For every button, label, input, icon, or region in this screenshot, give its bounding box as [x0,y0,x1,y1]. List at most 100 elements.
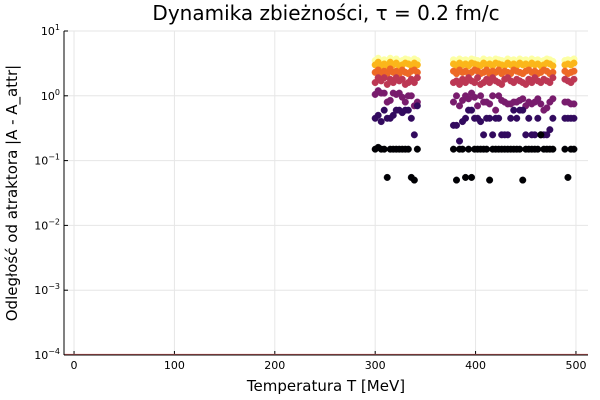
data-point [507,114,515,122]
data-point [380,145,388,153]
data-point [401,98,409,106]
data-point [570,75,578,83]
y-tick-exponent: 0 [55,88,60,97]
x-tick-label: 200 [264,359,285,372]
x-tick-labels: 0 100 200 300 400 500 [71,359,587,372]
data-point [383,173,391,181]
data-point [492,106,500,114]
data-point [498,80,506,88]
data-point [407,92,415,100]
data-point [413,74,421,82]
data-point [462,173,470,181]
y-tick-exponent: −1 [48,153,60,162]
data-point [489,92,497,100]
data-point [534,114,542,122]
data-point [380,106,388,114]
data-point [477,92,485,100]
data-point [510,106,518,114]
data-point [504,131,512,139]
data-point [486,100,494,108]
data-point [407,114,415,122]
data-point [452,176,460,184]
y-tick-label: 10−2 [34,217,60,232]
x-tick-label: 100 [164,359,185,372]
data-point [495,114,503,122]
data-point [386,96,394,104]
data-point [549,145,557,153]
data-point [537,131,545,139]
x-tick-label: 500 [565,359,586,372]
data-point [449,98,457,106]
data-point [456,137,464,145]
points-layer [371,54,578,184]
data-point [543,104,551,112]
data-point [389,111,397,119]
data-point [468,173,476,181]
data-point [404,106,412,114]
data-point [549,74,557,82]
data-point [452,92,460,100]
y-axis-label: Odległość od atraktora |A - A_attr| [3,65,22,322]
x-axis-label: Temperatura T [MeV] [246,377,405,395]
data-point [522,131,530,139]
data-point [410,131,418,139]
data-point [570,59,578,67]
data-point [549,114,557,122]
data-point [519,95,527,103]
data-point [570,114,578,122]
data-point [519,176,527,184]
data-point [534,95,542,103]
data-point [398,75,406,83]
data-point [410,176,418,184]
data-point [374,111,382,119]
y-tick-exponent: 1 [55,23,60,32]
y-tick-exponent: −4 [48,347,60,356]
data-point [486,114,494,122]
y-tick-label: 10−3 [34,282,60,297]
y-tick-base: 10 [34,155,48,168]
data-point [471,93,479,101]
data-point [459,145,467,153]
data-point [404,145,412,153]
data-point [465,145,473,153]
data-point [570,145,578,153]
data-point [564,173,572,181]
data-point [534,145,542,153]
data-point [413,145,421,153]
data-point [489,131,497,139]
data-point [519,106,527,114]
data-point [456,102,464,110]
y-tick-base: 10 [34,349,48,362]
axes-layer [63,31,588,356]
data-point [531,131,539,139]
data-point [537,100,545,108]
data-point [513,114,521,122]
data-point [474,74,482,82]
x-tick-label: 400 [465,359,486,372]
data-point [516,145,524,153]
data-point [474,102,482,110]
data-point [413,102,421,110]
y-tick-base: 10 [34,284,48,297]
x-tick-label: 300 [365,359,386,372]
y-tick-base: 10 [41,25,55,38]
data-point [413,61,421,69]
data-point [549,62,557,70]
data-point [546,126,554,134]
data-point [380,74,388,82]
data-point [468,106,476,114]
data-point [549,95,557,103]
data-point [462,114,470,122]
x-tick-label: 0 [71,359,78,372]
y-tick-exponent: −3 [48,282,60,291]
y-tick-label: 100 [41,88,60,103]
data-point [561,145,569,153]
data-point [570,67,578,75]
y-tick-base: 10 [34,219,48,232]
data-point [525,114,533,122]
data-point [452,121,460,129]
data-point [486,176,494,184]
